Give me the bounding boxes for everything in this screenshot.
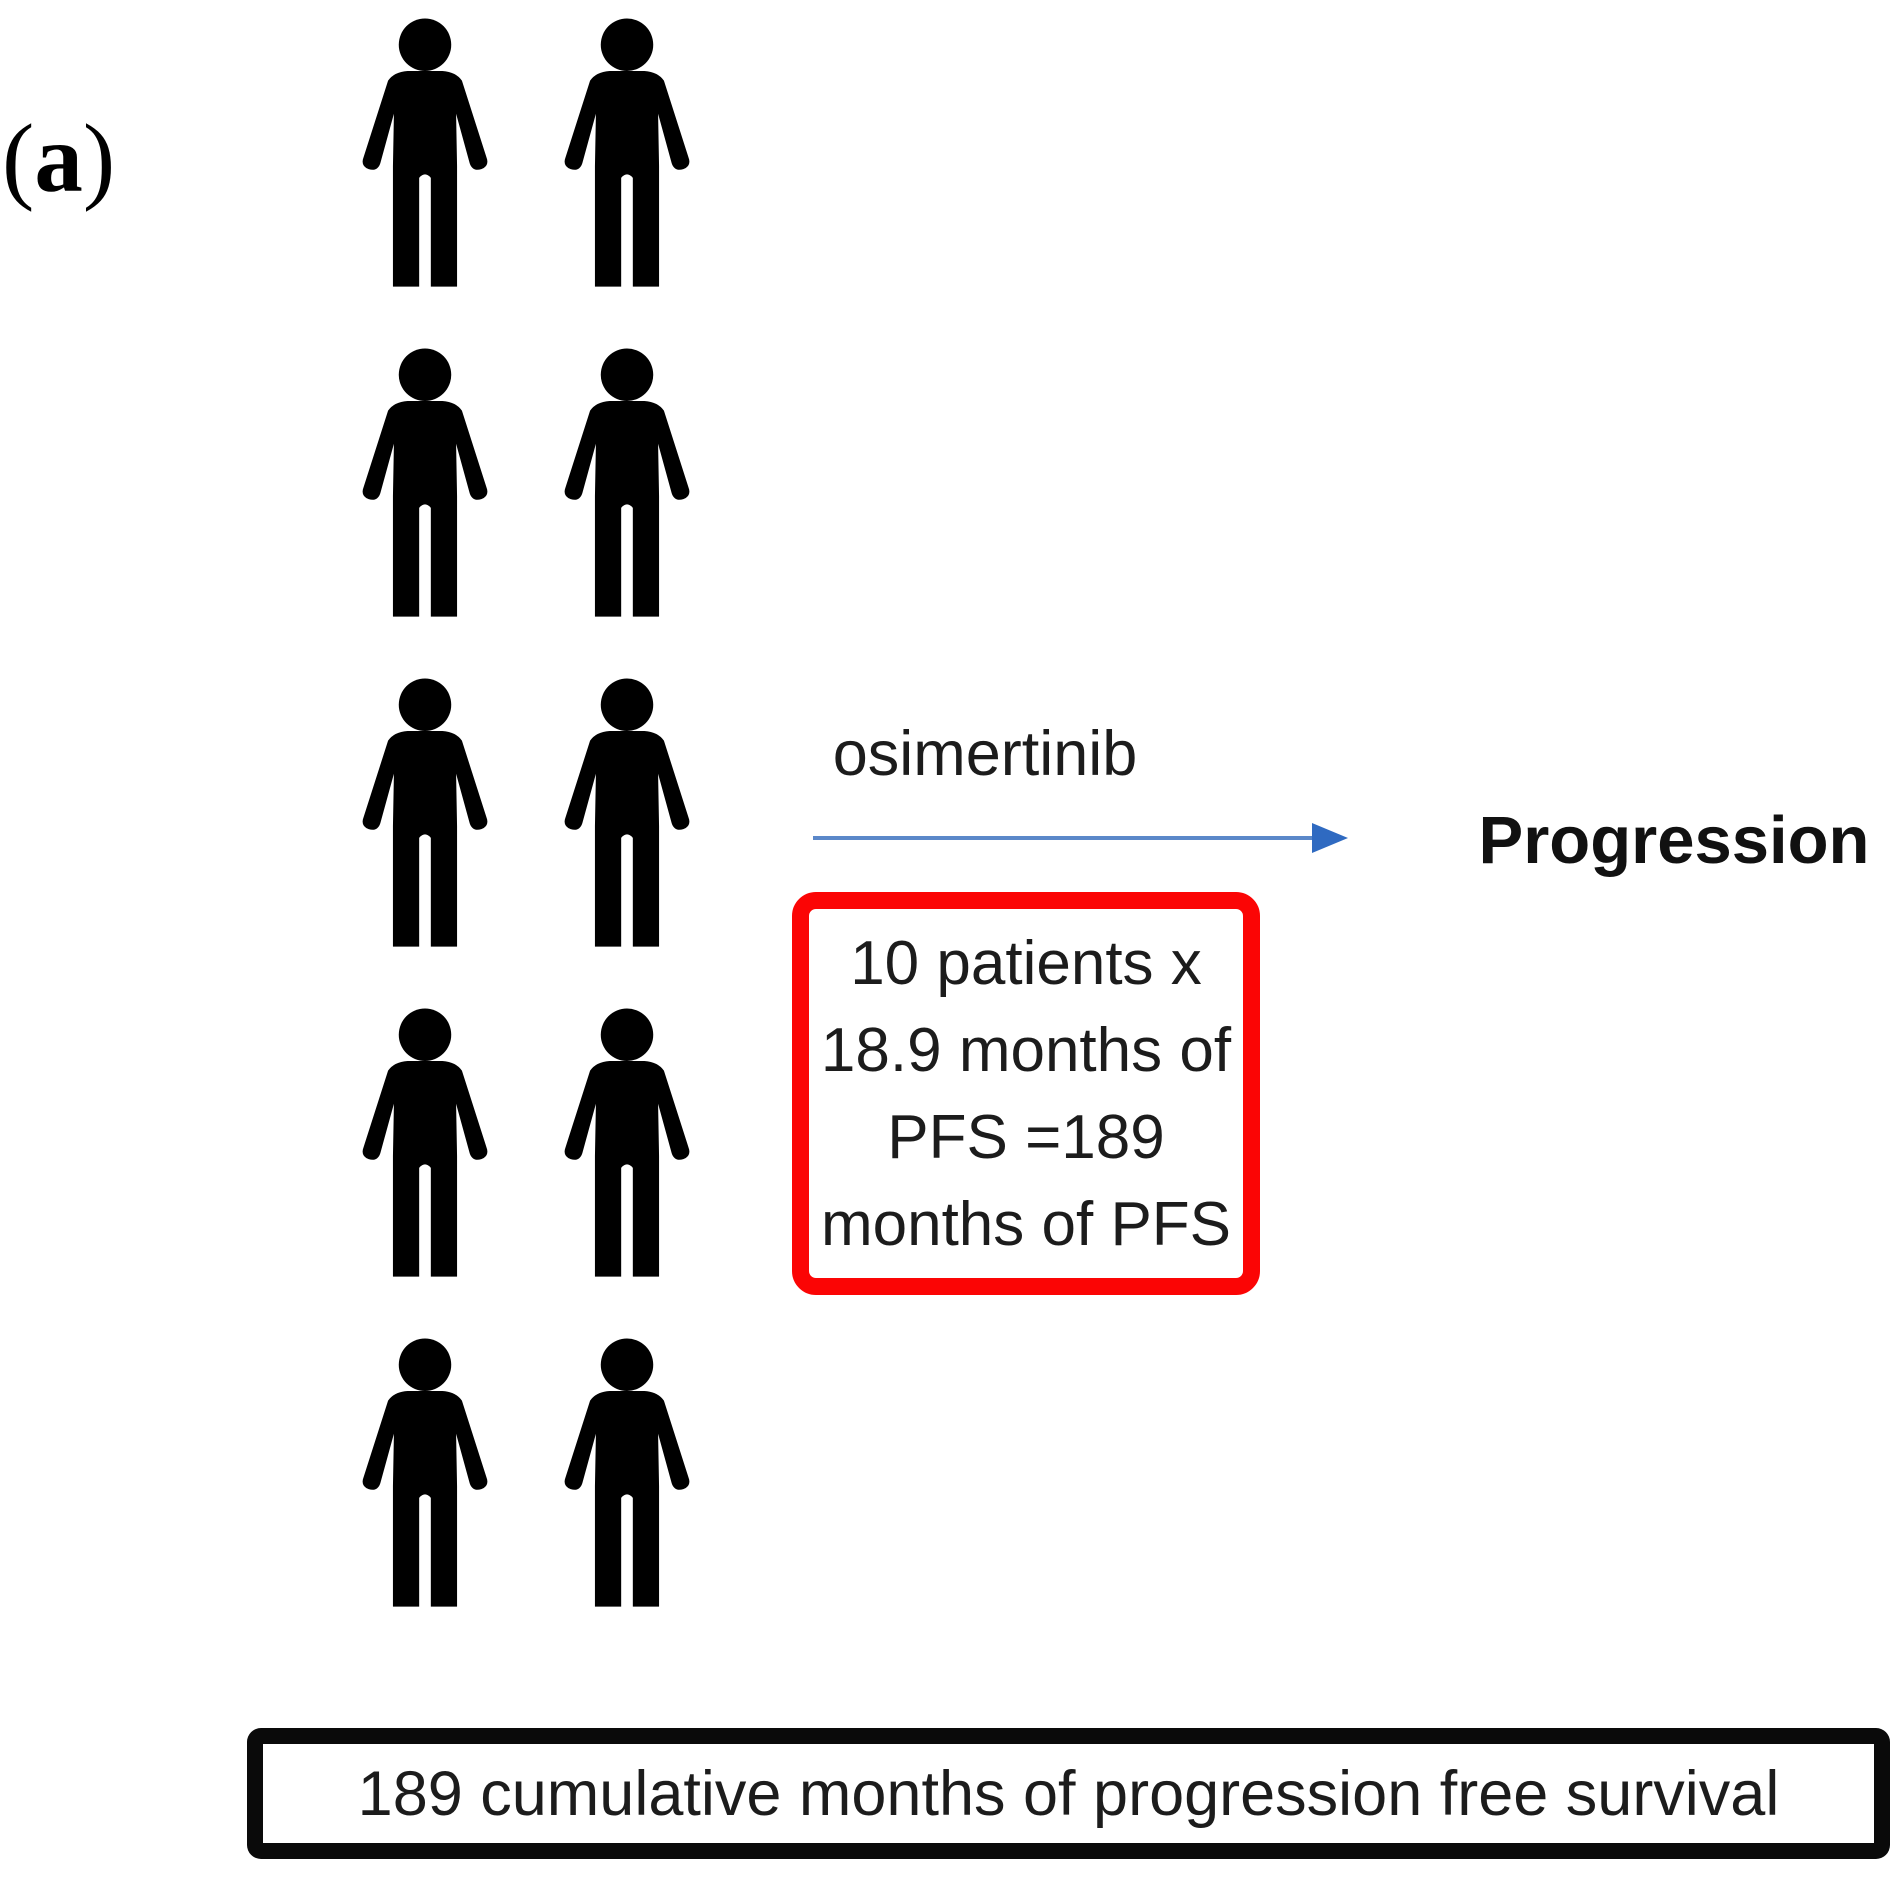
- cumulative-pfs-box: 189 cumulative months of progression fre…: [247, 1728, 1890, 1859]
- cumulative-pfs-text: 189 cumulative months of progression fre…: [357, 1758, 1780, 1829]
- person-icon: [357, 678, 493, 951]
- person-icon: [357, 1338, 493, 1611]
- pfs-calc-line-2: 18.9 months of: [820, 1015, 1232, 1085]
- person-icon: [559, 1008, 695, 1281]
- treatment-arrow-icon: [813, 823, 1348, 853]
- person-icon: [559, 348, 695, 621]
- outcome-label: Progression: [1478, 803, 1870, 878]
- figure-label-letter: a: [34, 105, 83, 212]
- person-icon: [559, 18, 695, 291]
- pfs-calc-line-1: 10 patients x: [850, 928, 1202, 998]
- treatment-drug-label: osimertinib: [832, 719, 1138, 789]
- person-icon: [559, 678, 695, 951]
- arrow-head: [1312, 823, 1348, 853]
- patient-icon-grid: [357, 18, 695, 1611]
- person-icon: [357, 1008, 493, 1281]
- person-icon: [357, 348, 493, 621]
- figure-label-close: ): [82, 105, 116, 212]
- pfs-calc-line-3: PFS =189: [887, 1102, 1165, 1172]
- person-icon: [559, 1338, 695, 1611]
- pfs-calc-line-4: months of PFS: [820, 1189, 1232, 1259]
- figure-label: (a): [2, 105, 116, 213]
- person-icon: [357, 18, 493, 291]
- figure-label-open: (: [2, 105, 35, 212]
- pfs-calculation-box: 10 patients x 18.9 months of PFS =189 mo…: [792, 892, 1260, 1295]
- pfs-calculation-text: 10 patients x 18.9 months of PFS =189 mo…: [821, 920, 1231, 1268]
